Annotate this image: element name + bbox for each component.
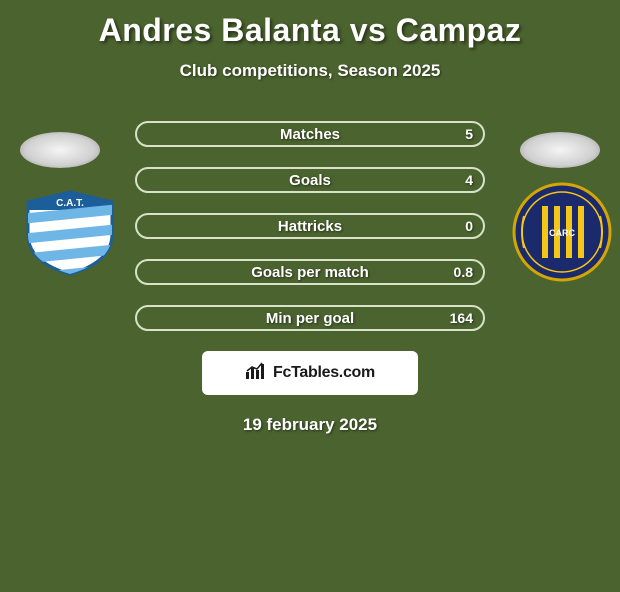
stat-label: Hattricks <box>278 218 342 235</box>
bar-chart-icon <box>245 362 267 385</box>
stat-right-value: 164 <box>450 310 473 326</box>
brand-box[interactable]: FcTables.com <box>202 351 418 395</box>
page-title: Andres Balanta vs Campaz <box>0 12 620 49</box>
stat-row-goals-per-match: Goals per match 0.8 <box>135 259 485 285</box>
stat-row-min-per-goal: Min per goal 164 <box>135 305 485 331</box>
stat-label: Min per goal <box>266 310 354 327</box>
stat-row-matches: Matches 5 <box>135 121 485 147</box>
stat-label: Matches <box>280 126 340 143</box>
stat-label: Goals <box>289 172 331 189</box>
stat-right-value: 0.8 <box>454 264 473 280</box>
stat-right-value: 4 <box>465 172 473 188</box>
stat-row-goals: Goals 4 <box>135 167 485 193</box>
stats-table: Matches 5 Goals 4 Hattricks 0 Goals per … <box>0 121 620 331</box>
stat-right-value: 5 <box>465 126 473 142</box>
page-subtitle: Club competitions, Season 2025 <box>0 61 620 81</box>
stat-row-hattricks: Hattricks 0 <box>135 213 485 239</box>
footer-date: 19 february 2025 <box>0 415 620 435</box>
stat-label: Goals per match <box>251 264 369 281</box>
brand-label: FcTables.com <box>273 364 375 382</box>
stat-right-value: 0 <box>465 218 473 234</box>
